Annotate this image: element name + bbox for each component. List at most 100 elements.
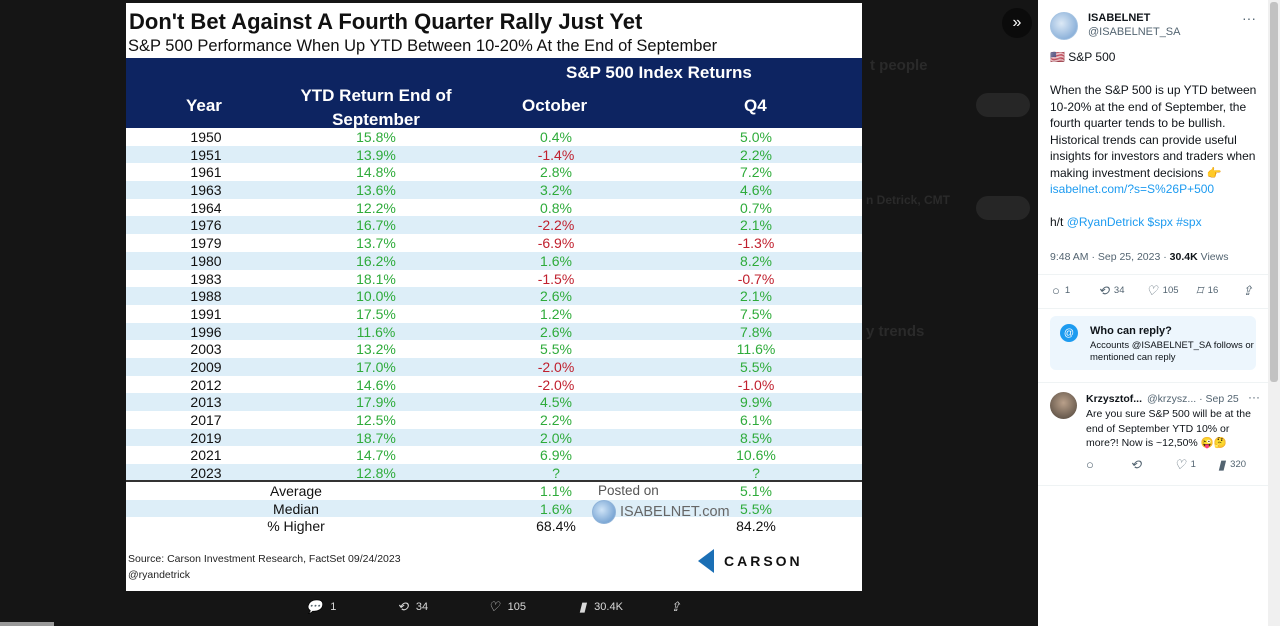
expand-panel-button[interactable]: » (1002, 8, 1032, 38)
scrollbar-thumb[interactable] (1270, 2, 1278, 382)
author-handle[interactable]: @ISABELNET_SA (1088, 26, 1181, 38)
image-engagement-bar: 💬 1 ⟲ 34 ♡ 105 ▮ 30.4K ⇪ (300, 600, 700, 616)
cell-ytd: 17.0% (356, 358, 396, 375)
tweet-text: When the S&P 500 is up YTD between 10-20… (1050, 83, 1257, 180)
carson-chevron-icon (698, 549, 714, 573)
stat-q4: 84.2% (736, 518, 776, 535)
ghost-heading-people: t people (870, 57, 928, 74)
table-row: 1979 13.7% -6.9% -1.3% (126, 234, 862, 252)
table-header: S&P 500 Index Returns Year YTD Return En… (126, 58, 862, 129)
cell-year: 2019 (190, 429, 222, 446)
cell-ytd: 15.8% (356, 129, 396, 145)
cell-october: -2.0% (537, 358, 575, 375)
table-row: 2019 18.7% 2.0% 8.5% (126, 428, 862, 447)
double-chevron-icon: » (1012, 14, 1022, 31)
commenter-avatar[interactable] (1050, 392, 1077, 419)
cell-ytd: 14.8% (356, 164, 396, 181)
cell-q4: 10.6% (736, 447, 776, 464)
hat-tip-prefix: h/t (1050, 215, 1064, 229)
more-icon[interactable]: ··· (1242, 10, 1256, 26)
cell-october: 6.9% (540, 447, 572, 464)
commenter-meta[interactable]: @krzysz... · Sep 25 (1147, 393, 1239, 405)
cell-q4: -1.0% (737, 376, 775, 393)
cell-year: 1950 (190, 129, 222, 145)
stats-row: Median 1.6% 5.5% (126, 499, 862, 518)
stats-row: % Higher 68.4% 84.2% (126, 517, 862, 535)
like-action[interactable]: ♡ 105 (488, 600, 526, 613)
cell-q4: 7.8% (740, 323, 772, 340)
cell-ytd: 17.5% (356, 305, 396, 322)
cell-ytd: 17.9% (356, 394, 396, 411)
cell-october: 1.6% (540, 252, 572, 269)
repost-count: 34 (415, 600, 429, 613)
header-q4: Q4 (744, 96, 767, 115)
panel-bookmark-button[interactable]: ⌑ 16 (1196, 284, 1218, 297)
cell-year: 1991 (190, 305, 222, 322)
cell-october: 1.2% (540, 305, 572, 322)
ghost-follow-button-2 (976, 196, 1030, 220)
reply-icon: ○ (1052, 283, 1060, 298)
tweet-timestamp[interactable]: 9:48 AM · Sep 25, 2023 · (1050, 251, 1170, 263)
reply-action[interactable]: 💬 1 (306, 600, 336, 613)
divider (1038, 382, 1268, 383)
like-count: 105 (507, 600, 527, 613)
comment-views[interactable]: ▮ 320 (1218, 458, 1246, 471)
table-row: 1951 13.9% -1.4% 2.2% (126, 145, 862, 164)
share-action[interactable]: ⇪ (670, 600, 681, 613)
comment-like-button[interactable]: ♡ 1 (1174, 458, 1196, 471)
author-name[interactable]: ISABELNET (1088, 12, 1151, 24)
cell-october: 2.6% (540, 288, 572, 305)
panel-bookmark-count: 16 (1207, 285, 1219, 296)
table-row: 2021 14.7% 6.9% 10.6% (126, 446, 862, 464)
cell-year: 2012 (190, 376, 222, 393)
heart-icon: ♡ (1146, 283, 1158, 298)
cell-q4: 4.6% (740, 182, 772, 199)
table-row: 2017 12.5% 2.2% 6.1% (126, 411, 862, 429)
cell-year: 2009 (190, 358, 222, 375)
views-count: 30.4K (594, 600, 623, 613)
table-row: 2009 17.0% -2.0% 5.5% (126, 357, 862, 376)
table-body: 1950 15.8% 0.4% 5.0% 1951 13.9% -1.4% 2.2% 1961 1… (126, 128, 862, 482)
cell-ytd: 14.6% (356, 376, 396, 393)
views-action[interactable]: ▮ 30.4K (579, 600, 623, 613)
stat-q4: 5.5% (740, 500, 772, 517)
tweet-side-panel: ISABELNET @ISABELNET_SA ··· 🇺🇸 S&P 500 W… (1038, 0, 1268, 626)
panel-share-button[interactable]: ⇪ (1242, 284, 1253, 297)
panel-repost-count: 34 (1113, 285, 1125, 296)
tweet-image[interactable]: Don't Bet Against A Fourth Quarter Rally… (126, 3, 862, 591)
who-can-reply-sub: Accounts @ISABELNET_SA follows or mentio… (1090, 340, 1254, 363)
globe-icon (592, 500, 616, 524)
cell-year: 1951 (190, 146, 222, 163)
cell-year: 1961 (190, 164, 222, 181)
stat-label: Average (270, 483, 322, 499)
panel-like-button[interactable]: ♡ 105 (1146, 284, 1179, 297)
table-row: 1980 16.2% 1.6% 8.2% (126, 251, 862, 270)
bottom-indicator (0, 622, 54, 626)
tweet-link[interactable]: isabelnet.com/?s=S%26P+500 (1050, 182, 1215, 196)
cell-october: 3.2% (540, 182, 572, 199)
stat-october: 1.1% (540, 483, 572, 499)
cell-october: -2.0% (537, 376, 575, 393)
comment-repost-button[interactable]: ⟲ (1130, 458, 1141, 471)
cell-october: 0.8% (540, 199, 572, 216)
table-stats: Average 1.1% 5.1% Median 1.6% 5.5% % Higher 68.… (126, 482, 862, 535)
author-avatar[interactable] (1050, 12, 1078, 40)
tweet-view-count: 30.4K (1169, 251, 1198, 263)
cell-october: -2.2% (537, 217, 575, 234)
panel-repost-button[interactable]: ⟲ 34 (1098, 284, 1124, 297)
ghost-name: n Detrick, CMT (866, 193, 951, 207)
cell-ytd: 13.2% (356, 341, 396, 358)
repost-action[interactable]: ⟲ 34 (397, 600, 428, 613)
panel-reply-button[interactable]: ○ 1 (1052, 284, 1070, 297)
cell-ytd: 12.2% (356, 199, 396, 216)
hat-tip-links[interactable]: @RyanDetrick $spx #spx (1066, 215, 1202, 229)
cell-q4: 2.2% (740, 146, 772, 163)
cell-year: 1980 (190, 252, 222, 269)
table-row: 2023 12.8%?? (126, 464, 862, 482)
comment-more-icon[interactable]: ··· (1248, 390, 1260, 404)
comment-reply-button[interactable]: ○ (1086, 458, 1094, 471)
commenter-name[interactable]: Krzysztof... (1086, 393, 1143, 405)
table-divider (126, 480, 862, 482)
table-row: 1976 16.7% -2.2% 2.1% (126, 216, 862, 235)
cell-ytd: 12.8% (356, 465, 396, 482)
